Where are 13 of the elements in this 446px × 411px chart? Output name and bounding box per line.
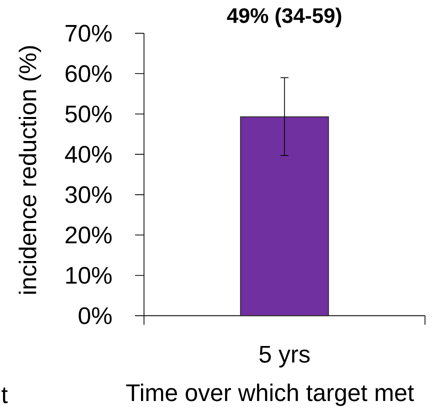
x-tick-label: 5 yrs xyxy=(259,346,310,368)
y-axis-title: incidence reduction (%) xyxy=(18,46,42,294)
y-tick-label: 60% xyxy=(66,65,112,82)
y-tick-label: 30% xyxy=(65,186,112,204)
x-axis-title: Time over which target met xyxy=(126,384,414,406)
y-tick-label: 20% xyxy=(66,226,112,244)
text: t xyxy=(2,387,8,404)
y-tick-label: 0% xyxy=(78,307,112,324)
y-tick-label: 40% xyxy=(64,146,112,163)
y-tick-label: 70% xyxy=(66,24,112,42)
y-tick-label: 50% xyxy=(65,105,112,122)
chart-title: 49% (34-59) xyxy=(227,8,342,28)
y-tick-label: 10% xyxy=(66,266,112,284)
